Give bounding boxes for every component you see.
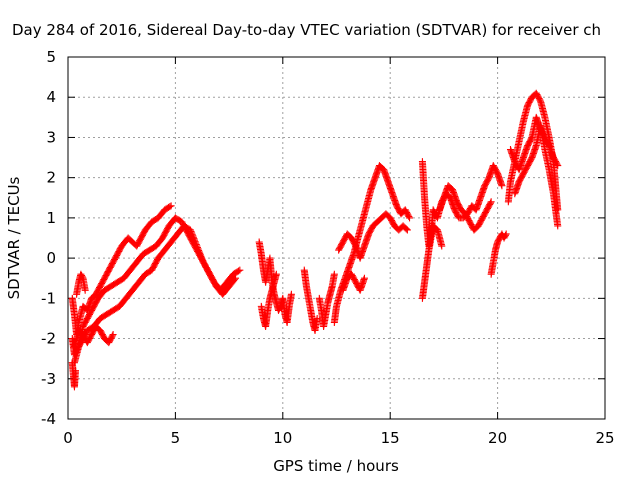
- data-point: [188, 229, 196, 237]
- series-17: [487, 230, 510, 278]
- data-point: [198, 255, 206, 263]
- data-point: [501, 231, 509, 239]
- y-axis-title: SDTVAR / TECUs: [5, 176, 23, 299]
- data-point: [498, 182, 506, 190]
- data-point: [406, 214, 414, 222]
- data-point: [166, 203, 174, 211]
- y-tick-label: 0: [46, 249, 56, 267]
- data-point: [502, 230, 510, 238]
- data-point: [109, 331, 117, 339]
- data-point: [405, 213, 413, 221]
- data-point: [272, 270, 280, 278]
- series-7: [255, 238, 295, 326]
- data-points: [68, 89, 562, 391]
- data-point: [187, 227, 195, 235]
- data-point: [486, 199, 494, 207]
- data-point: [195, 248, 203, 256]
- series-8: [257, 270, 280, 330]
- data-point: [554, 222, 562, 230]
- series-13: [339, 270, 368, 294]
- data-point: [108, 332, 116, 340]
- data-point: [190, 235, 198, 243]
- series-16: [436, 182, 495, 234]
- y-tick-label: -2: [41, 330, 56, 348]
- data-point: [194, 245, 202, 253]
- data-point: [195, 246, 203, 254]
- y-tick-label: 2: [46, 169, 56, 187]
- x-tick-label: 10: [273, 429, 292, 447]
- data-point: [402, 225, 410, 233]
- series-10: [315, 270, 338, 330]
- data-point: [196, 251, 204, 259]
- data-point: [192, 241, 200, 249]
- data-point: [186, 226, 194, 234]
- data-point: [527, 135, 535, 143]
- x-axis-title: GPS time / hours: [273, 457, 399, 475]
- chart-title: Day 284 of 2016, Sidereal Day-to-day VTE…: [12, 21, 601, 39]
- y-tick-label: 5: [46, 48, 56, 66]
- data-point: [191, 236, 199, 244]
- y-tick-label: 3: [46, 128, 56, 146]
- data-point: [72, 367, 80, 375]
- data-point: [193, 244, 201, 252]
- series-5: [70, 322, 117, 351]
- series-6: [73, 270, 89, 298]
- data-point: [192, 239, 200, 247]
- series-12: [335, 210, 411, 262]
- data-point: [232, 274, 240, 282]
- y-tick-label: -4: [41, 410, 56, 428]
- y-axis: -4 -3 -2 -1 0 1 2 3 4 5: [41, 48, 605, 428]
- series-11: [330, 162, 414, 326]
- data-point: [360, 274, 368, 282]
- y-tick-label: 4: [46, 88, 56, 106]
- data-point: [313, 314, 321, 322]
- data-point: [191, 238, 199, 246]
- x-tick-label: 20: [488, 429, 507, 447]
- series-20: [511, 121, 562, 230]
- plot-frame: [67, 56, 606, 420]
- series-3: [70, 222, 240, 367]
- data-point: [188, 230, 196, 238]
- data-point: [553, 160, 561, 168]
- x-tick-label: 25: [595, 429, 614, 447]
- data-point: [287, 290, 295, 298]
- y-tick-label: -3: [41, 370, 56, 388]
- data-point: [189, 233, 197, 241]
- x-tick-label: 5: [171, 429, 181, 447]
- data-point: [197, 252, 205, 260]
- series-15: [418, 222, 446, 302]
- data-point: [193, 242, 201, 250]
- data-point: [330, 270, 338, 278]
- data-point: [236, 266, 244, 274]
- x-axis: 0 5 10 15 20 25: [63, 57, 615, 447]
- data-point: [487, 198, 495, 206]
- y-tick-label: 1: [46, 209, 56, 227]
- data-point: [554, 162, 562, 170]
- data-point: [81, 286, 89, 294]
- y-tick-label: -1: [41, 289, 56, 307]
- x-tick-label: 15: [381, 429, 400, 447]
- series-1: [68, 202, 175, 339]
- data-point: [403, 226, 411, 234]
- data-point: [196, 249, 204, 257]
- data-point: [231, 275, 239, 283]
- x-tick-label: 0: [63, 429, 73, 447]
- data-point: [198, 254, 206, 262]
- data-point: [189, 232, 197, 240]
- series-9: [300, 266, 321, 335]
- series-4: [68, 359, 80, 391]
- data-point: [438, 242, 446, 250]
- data-point: [235, 267, 243, 275]
- data-point: [167, 202, 175, 210]
